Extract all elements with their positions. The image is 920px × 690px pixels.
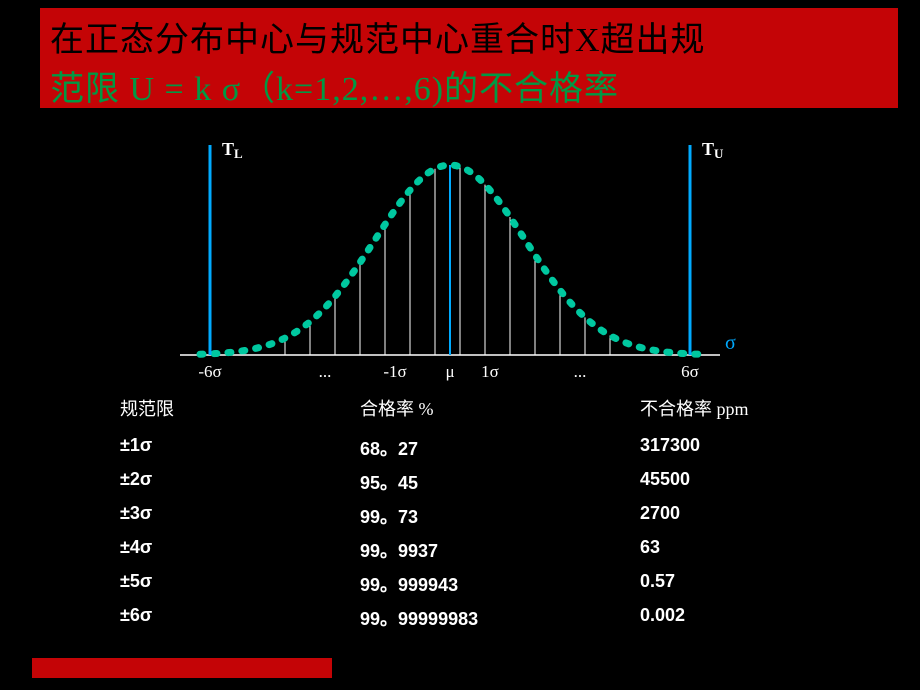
chart-svg: TL TU σ -6σ... -1σ μ 1σ... 6σ — [160, 135, 740, 395]
cell-limit: ±2σ — [120, 469, 360, 495]
svg-text:1σ: 1σ — [481, 362, 499, 381]
table-row: ±4σ99。993763 — [120, 537, 840, 563]
cell-pass: 68。27 — [360, 435, 640, 461]
title-banner: 在正态分布中心与规范中心重合时X超出规 范限 U = k σ（k=1,2,…,6… — [40, 8, 898, 108]
title-line-2: 范限 U = k σ（k=1,2,…,6)的不合格率 — [50, 61, 888, 110]
table-row: ±1σ68。27317300 — [120, 435, 840, 461]
cell-limit: ±5σ — [120, 571, 360, 597]
header-fail-rate: 不合格率 ppm — [640, 395, 840, 421]
cell-fail: 317300 — [640, 435, 840, 461]
cell-pass: 99。9937 — [360, 537, 640, 563]
svg-text:6σ: 6σ — [681, 362, 699, 381]
cell-pass: 95。45 — [360, 469, 640, 495]
header-pass-rate: 合格率 % — [360, 395, 640, 421]
cell-pass: 99。73 — [360, 503, 640, 529]
bell-curve-chart: TL TU σ -6σ... -1σ μ 1σ... 6σ — [160, 135, 740, 395]
table-row: ±3σ99。732700 — [120, 503, 840, 529]
table-body: ±1σ68。27317300±2σ95。4545500±3σ99。732700±… — [120, 435, 840, 631]
cell-fail: 0.57 — [640, 571, 840, 597]
cell-limit: ±1σ — [120, 435, 360, 461]
table-header-row: 规范限 合格率 % 不合格率 ppm — [120, 395, 840, 421]
svg-text:...: ... — [574, 362, 587, 381]
table-row: ±5σ99。9999430.57 — [120, 571, 840, 597]
table-row: ±2σ95。4545500 — [120, 469, 840, 495]
cell-fail: 45500 — [640, 469, 840, 495]
svg-text:μ: μ — [445, 362, 454, 381]
header-spec-limit: 规范限 — [120, 395, 360, 421]
cell-pass: 99。999943 — [360, 571, 640, 597]
cell-limit: ±4σ — [120, 537, 360, 563]
cell-fail: 2700 — [640, 503, 840, 529]
bottom-accent-bar — [32, 658, 332, 678]
cell-limit: ±6σ — [120, 605, 360, 631]
cell-fail: 63 — [640, 537, 840, 563]
svg-text:...: ... — [319, 362, 332, 381]
svg-text:σ: σ — [725, 332, 736, 354]
cell-fail: 0.002 — [640, 605, 840, 631]
svg-text:-6σ: -6σ — [198, 362, 221, 381]
sigma-table: 规范限 合格率 % 不合格率 ppm ±1σ68。27317300 ±2σ95。4… — [120, 395, 840, 639]
svg-text:-1σ: -1σ — [383, 362, 406, 381]
cell-limit: ±3σ — [120, 503, 360, 529]
table-row: ±6σ99。999999830.002 — [120, 605, 840, 631]
svg-text:TU: TU — [702, 139, 724, 161]
svg-text:TL: TL — [222, 139, 243, 161]
cell-pass: 99。99999983 — [360, 605, 640, 631]
title-line-1: 在正态分布中心与规范中心重合时X超出规 — [50, 12, 888, 61]
